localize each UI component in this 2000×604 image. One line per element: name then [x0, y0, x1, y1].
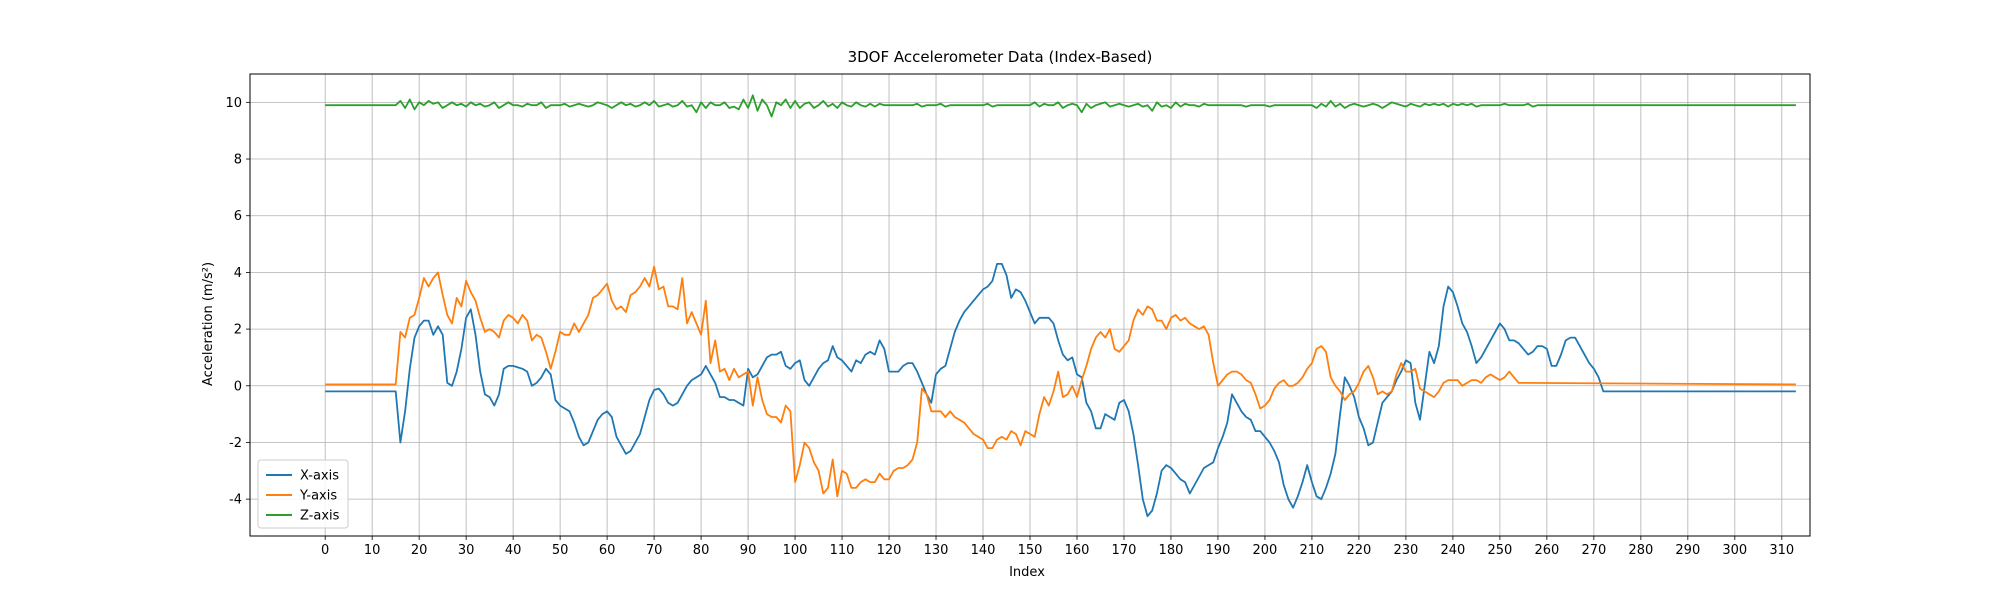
x-tick-label: 110	[830, 543, 855, 558]
x-tick-label: 40	[505, 543, 522, 558]
x-tick-label: 310	[1769, 543, 1794, 558]
series-line-x-axis	[325, 263, 1796, 518]
y-tick-label: 4	[234, 266, 242, 281]
y-tick-label: -2	[229, 436, 242, 451]
x-tick-label: 240	[1440, 543, 1465, 558]
x-tick-label: 0	[321, 543, 329, 558]
x-tick-label: 230	[1393, 543, 1418, 558]
x-tick-label: 60	[599, 543, 616, 558]
x-tick-label: 170	[1112, 543, 1137, 558]
x-tick-label: 220	[1347, 543, 1372, 558]
x-tick-label: 250	[1487, 543, 1512, 558]
y-tick-label: -4	[229, 493, 242, 508]
x-tick-label: 160	[1065, 543, 1090, 558]
x-tick-label: 50	[552, 543, 569, 558]
x-tick-label: 180	[1159, 543, 1184, 558]
chart-title: 3DOF Accelerometer Data (Index-Based)	[848, 48, 1153, 66]
x-tick-label: 90	[740, 543, 757, 558]
x-tick-label: 150	[1018, 543, 1043, 558]
y-tick-label: 6	[234, 209, 242, 224]
y-tick-label: 10	[225, 96, 242, 111]
x-tick-label: 30	[458, 543, 475, 558]
x-tick-label: 200	[1253, 543, 1278, 558]
series-layer	[325, 94, 1796, 518]
legend-label: Z-axis	[300, 509, 340, 524]
ticks-layer: 0 10 20 30 40 50 60 70 80 90 100 110 120 130 140 150 160…	[225, 96, 1794, 558]
legend-label: Y-axis	[299, 489, 337, 504]
x-tick-label: 260	[1534, 543, 1559, 558]
x-tick-label: 190	[1206, 543, 1231, 558]
legend: X-axis Y-axis Z-axis	[257, 459, 349, 529]
x-tick-label: 10	[364, 543, 381, 558]
grid-layer	[250, 74, 1810, 536]
x-tick-label: 210	[1300, 543, 1325, 558]
y-tick-label: 8	[234, 153, 242, 168]
x-tick-label: 80	[693, 543, 710, 558]
x-tick-label: 280	[1628, 543, 1653, 558]
y-tick-label: 2	[234, 323, 242, 338]
x-tick-label: 120	[877, 543, 902, 558]
x-tick-label: 130	[924, 543, 949, 558]
y-axis-label: Acceleration (m/s²)	[201, 262, 216, 386]
legend-label: X-axis	[300, 469, 339, 484]
x-tick-label: 140	[971, 543, 996, 558]
x-tick-label: 270	[1581, 543, 1606, 558]
x-tick-label: 100	[783, 543, 808, 558]
x-tick-label: 70	[646, 543, 663, 558]
x-axis-label: Index	[1009, 565, 1045, 580]
legend-box	[257, 459, 349, 529]
series-line-z-axis	[325, 94, 1796, 118]
x-tick-label: 290	[1675, 543, 1700, 558]
series-line-y-axis	[325, 265, 1796, 498]
y-tick-label: 0	[234, 379, 242, 394]
x-tick-label: 20	[411, 543, 428, 558]
x-tick-label: 300	[1722, 543, 1747, 558]
